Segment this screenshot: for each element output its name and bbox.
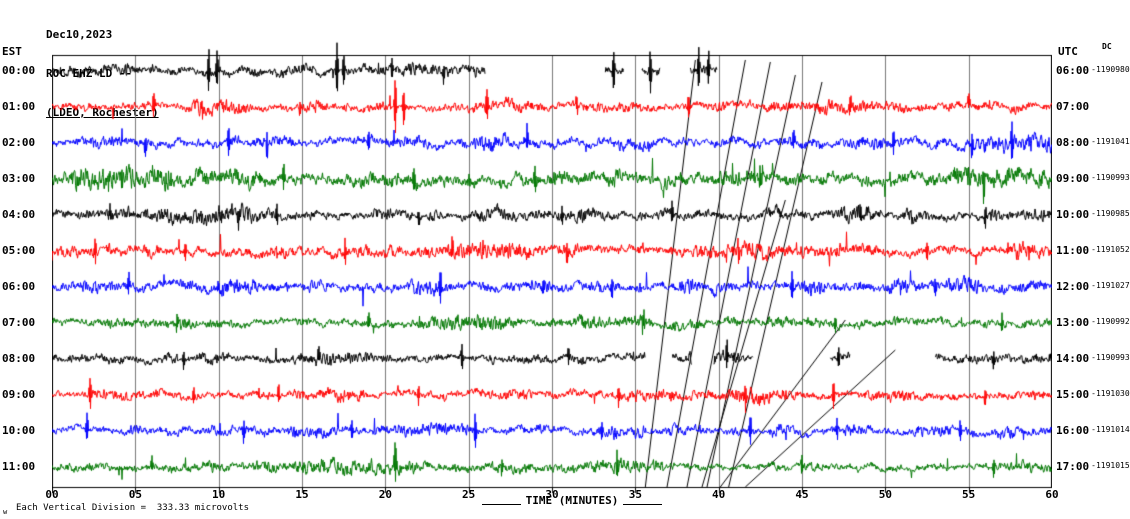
est-time-label: 04:00 <box>2 208 36 221</box>
x-axis-title: TIME (MINUTES) <box>525 494 619 507</box>
x-tick-label: 55 <box>962 488 976 501</box>
x-tick-label: 45 <box>795 488 809 501</box>
utc-time-label: 12:00 -1191027 <box>1056 281 1130 294</box>
est-time-label: 07:00 <box>2 316 36 329</box>
utc-hour: 14:00 <box>1056 352 1090 365</box>
right-axis-title: UTC <box>1058 45 1078 58</box>
dc-value: -1191027 <box>1091 281 1130 290</box>
utc-time-label: 10:00 -1190985 <box>1056 209 1130 222</box>
x-axis-label-row: TIME (MINUTES) <box>482 494 662 508</box>
dc-value: -1191041 <box>1091 137 1130 146</box>
seismogram-canvas <box>52 20 1052 500</box>
utc-time-label: 15:00 -1191030 <box>1056 389 1130 402</box>
x-tick-label: 25 <box>462 488 476 501</box>
dc-value: -1190993 <box>1091 173 1130 182</box>
est-time-label: 00:00 <box>2 64 36 77</box>
x-axis-rule-left <box>482 504 521 505</box>
utc-hour: 10:00 <box>1056 208 1090 221</box>
utc-hour: 07:00 <box>1056 100 1090 113</box>
utc-hour: 17:00 <box>1056 460 1090 473</box>
utc-time-label: 13:00 -1190992 <box>1056 317 1130 330</box>
est-time-label: 09:00 <box>2 388 36 401</box>
utc-hour: 13:00 <box>1056 316 1090 329</box>
x-tick-label: 40 <box>712 488 726 501</box>
x-tick-label: 00 <box>45 488 59 501</box>
x-tick-label: 10 <box>212 488 226 501</box>
utc-hour: 16:00 <box>1056 424 1090 437</box>
est-time-label: 03:00 <box>2 172 36 185</box>
dc-value: -1190993 <box>1091 353 1130 362</box>
left-axis-title: EST <box>2 45 22 58</box>
dc-column-label: DC <box>1102 42 1112 51</box>
dc-value: -1191015 <box>1091 461 1130 470</box>
utc-hour: 11:00 <box>1056 244 1090 257</box>
dc-value: -1190980 <box>1091 65 1130 74</box>
x-tick-label: 50 <box>878 488 892 501</box>
est-time-label: 06:00 <box>2 280 36 293</box>
utc-hour: 09:00 <box>1056 172 1090 185</box>
x-tick-label: 05 <box>128 488 142 501</box>
dc-value: -1191030 <box>1091 389 1130 398</box>
utc-time-label: 16:00 -1191014 <box>1056 425 1130 438</box>
dc-value: -1191052 <box>1091 245 1130 254</box>
corner-mark: w <box>3 508 8 516</box>
dc-value: -1191014 <box>1091 425 1130 434</box>
est-time-label: 05:00 <box>2 244 36 257</box>
utc-hour: 15:00 <box>1056 388 1090 401</box>
utc-time-label: 14:00 -1190993 <box>1056 353 1130 366</box>
x-tick-label: 60 <box>1045 488 1059 501</box>
utc-time-label: 08:00 -1191041 <box>1056 137 1130 150</box>
x-tick-label: 20 <box>378 488 392 501</box>
dc-value: -1190992 <box>1091 317 1130 326</box>
utc-time-label: 11:00 -1191052 <box>1056 245 1130 258</box>
utc-hour: 12:00 <box>1056 280 1090 293</box>
est-time-label: 10:00 <box>2 424 36 437</box>
dc-value: -1190985 <box>1091 209 1130 218</box>
est-time-label: 11:00 <box>2 460 36 473</box>
utc-hour: 06:00 <box>1056 64 1090 77</box>
scale-note: Each Vertical Division = 333.33 microvol… <box>16 503 249 513</box>
x-axis-rule-right <box>623 504 662 505</box>
utc-time-label: 09:00 -1190993 <box>1056 173 1130 186</box>
est-time-label: 08:00 <box>2 352 36 365</box>
x-tick-label: 15 <box>295 488 309 501</box>
est-time-label: 01:00 <box>2 100 36 113</box>
utc-time-label: 07:00 <box>1056 101 1091 114</box>
x-tick-label: 35 <box>628 488 642 501</box>
utc-time-label: 06:00 -1190980 <box>1056 65 1130 78</box>
x-tick-label: 30 <box>545 488 559 501</box>
utc-time-label: 17:00 -1191015 <box>1056 461 1130 474</box>
est-time-label: 02:00 <box>2 136 36 149</box>
utc-hour: 08:00 <box>1056 136 1090 149</box>
